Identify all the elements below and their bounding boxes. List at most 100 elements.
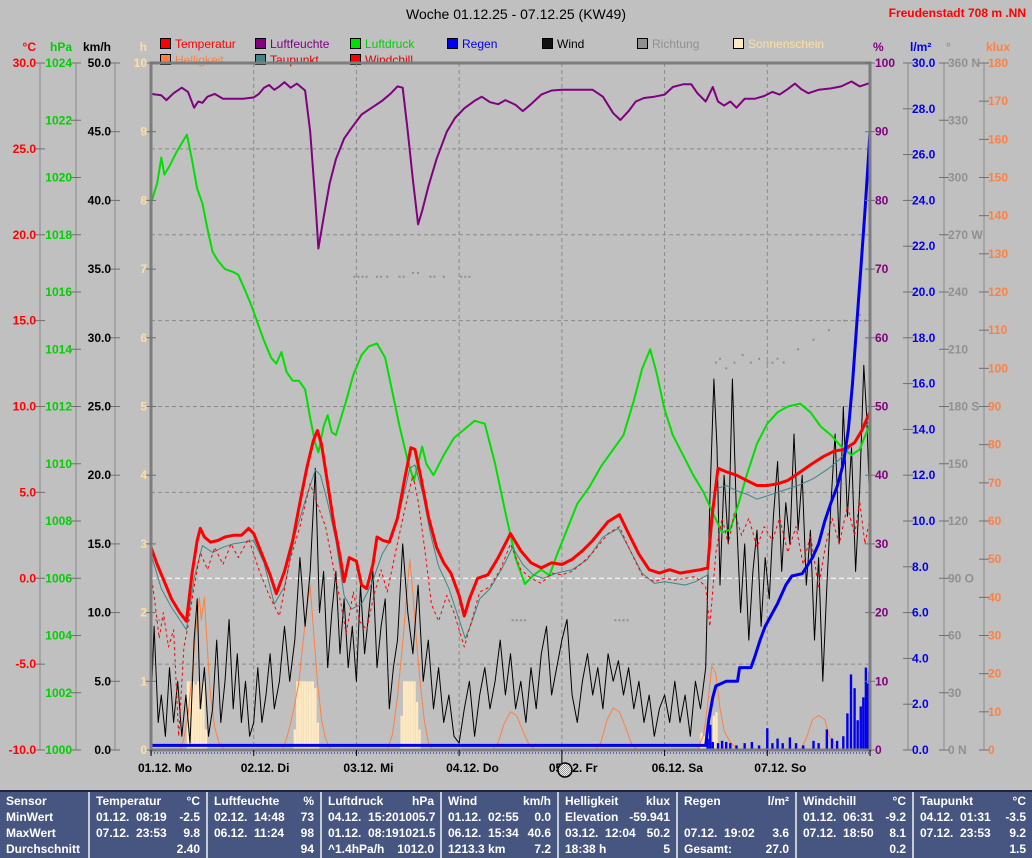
series-sonnenschein-bar: [199, 708, 203, 750]
axis-tick-label: 80: [988, 438, 1002, 452]
table-column-regen: Regen l/m² 07.12. 19:02 3.6 Gesamt: 27.0: [676, 792, 795, 858]
legend-label: Luftfeuchte: [270, 37, 330, 51]
cell-label: 07.12. 23:53: [920, 826, 991, 840]
cell-value: 1012.0: [397, 842, 434, 856]
axis-tick-label: 10.0: [13, 400, 37, 414]
cell-value: -9.2: [885, 810, 906, 824]
axis-tick-label: 300: [948, 171, 968, 185]
series-regen-intervall-bar: [720, 740, 724, 750]
legend-item-sonnenschein[interactable]: Sonnenschein: [733, 37, 825, 51]
series-sonnenschein-bar: [293, 729, 296, 750]
axis-tick-label: 1010: [45, 457, 72, 471]
legend-label: Sonnenschein: [748, 37, 825, 51]
axis-tick-label: 0: [875, 743, 882, 757]
axis-tick-label: 30: [988, 629, 1002, 643]
table-header: Sensor: [0, 793, 88, 809]
axis-tick-label: 100: [988, 361, 1008, 375]
axis-tick-label: -5.0: [15, 657, 36, 671]
cell-label: 01.12. 08:19: [96, 810, 167, 824]
table-row: 04.12. 15:20 1005.7: [322, 809, 440, 825]
series-regen-intervall-bar: [812, 740, 815, 750]
cell-label: Durchschnitt: [6, 842, 81, 856]
axis-tick-label: 40: [875, 468, 889, 482]
series-richtung-dot: [357, 275, 360, 278]
series-richtung-dot: [725, 367, 728, 370]
series-richtung-dot: [626, 619, 629, 622]
table-column-luftfeuchte: Luftfeuchte% 02.12. 14:48 73 06.12. 11:24 98…: [206, 792, 320, 858]
legend-item-temperatur[interactable]: Temperatur: [160, 37, 236, 51]
series-sonnenschein-bar: [405, 681, 408, 750]
weather-chart[interactable]: 30.025.020.015.010.05.00.0-5.0-10.0°C102…: [0, 0, 1032, 790]
cell-value: 1.5: [1009, 842, 1026, 856]
axis-tick-label: -10.0: [9, 743, 37, 757]
series-regen-intervall-bar: [856, 720, 859, 750]
axis-tick-label: 6.0: [912, 606, 929, 620]
table-row: ^1.4hPa/h 1012.0: [322, 841, 440, 857]
series-sonnenschein-bar: [189, 681, 192, 750]
axis-tick-label: 40.0: [88, 193, 112, 207]
axis-tick-label: 45.0: [88, 125, 112, 139]
legend-item-regen[interactable]: Regen: [447, 37, 497, 51]
cell-label: Elevation: [565, 810, 619, 824]
series-sonnenschein-bar: [296, 681, 299, 750]
table-column-windchill: Windchill °C 01.12. 06:31 -9.2 07.12. 18:50 8…: [795, 792, 912, 858]
axis-tick-label: hPa: [50, 40, 72, 54]
cell-value: 94: [300, 842, 314, 856]
series-richtung-dot: [464, 275, 467, 278]
axis-tick-label: l/m²: [910, 40, 931, 54]
axis-tick-label: 16.0: [912, 377, 936, 391]
axis-tick-label: 07.12. So: [754, 761, 806, 775]
series-sonnenschein-bar: [700, 732, 703, 750]
legend-item-wind[interactable]: Wind: [542, 37, 585, 51]
regen-swatch-icon: [447, 38, 458, 49]
axis-tick-label: 60: [948, 629, 962, 643]
cell-value: -59.941: [629, 810, 670, 824]
series-richtung-dot: [523, 619, 526, 622]
cell-value: 0.2: [889, 842, 906, 856]
column-unit: l/m²: [767, 794, 789, 808]
series-regen-intervall-bar: [776, 738, 779, 750]
series-luftdruck-line: [150, 133, 871, 585]
series-sonnenschein-bar: [309, 681, 312, 750]
axis-tick-label: 90: [988, 400, 1002, 414]
table-row: 0.2: [797, 841, 912, 857]
axis-tick-label: klux: [986, 40, 1010, 54]
series-richtung-dot: [411, 271, 414, 274]
axis-tick-label: °C: [23, 40, 37, 54]
cell-label: 01.12. 06:31: [803, 810, 874, 824]
series-regen-intervall-bar: [842, 736, 845, 750]
cell-label: 18:38 h: [565, 842, 607, 856]
series-richtung-dot: [155, 619, 158, 622]
series-richtung-dot: [797, 348, 800, 351]
column-unit: °C: [892, 794, 906, 808]
cell-value: 7.2: [534, 842, 551, 856]
legend-label: Wind: [557, 37, 585, 51]
sonnenschein-swatch-icon: [733, 38, 744, 49]
series-sonnenschein-bar: [715, 712, 718, 750]
table-header: Windchill °C: [797, 793, 912, 809]
column-unit: klux: [645, 794, 670, 808]
column-title: Taupunkt: [920, 794, 974, 808]
legend-label: Temperatur: [175, 37, 236, 51]
series-regen-intervall-bar: [706, 738, 709, 750]
table-row: 07.12. 23:53 9.8: [90, 825, 206, 841]
column-title: Windchill: [803, 794, 857, 808]
series-richtung-dot: [741, 353, 744, 356]
series-sonnenschein-bar: [301, 681, 304, 750]
axis-tick-label: 1002: [45, 686, 72, 700]
legend-item-luftfeuchte[interactable]: Luftfeuchte: [255, 37, 330, 51]
legend-item-richtung[interactable]: Richtung: [637, 37, 699, 51]
table-row: 94: [208, 841, 320, 857]
series-richtung-dot: [433, 275, 436, 278]
legend-item-luftdruck[interactable]: Luftdruck: [350, 37, 414, 51]
table-row: 01.12. 08:19 -2.5: [90, 809, 206, 825]
table-row: 02.12. 14:48 73: [208, 809, 320, 825]
series-luftfeuchte-line: [150, 80, 871, 250]
axis-tick-label: 110: [988, 323, 1008, 337]
cell-value: 1021.5: [398, 826, 436, 840]
axis-tick-label: 7: [140, 262, 147, 276]
axis-tick-label: 360 N: [948, 56, 980, 70]
table-row: 1213.3 km 7.2: [442, 841, 557, 857]
cell-label: 02.12. 14:48: [214, 810, 285, 824]
axis-tick-label: 180 S: [948, 400, 979, 414]
